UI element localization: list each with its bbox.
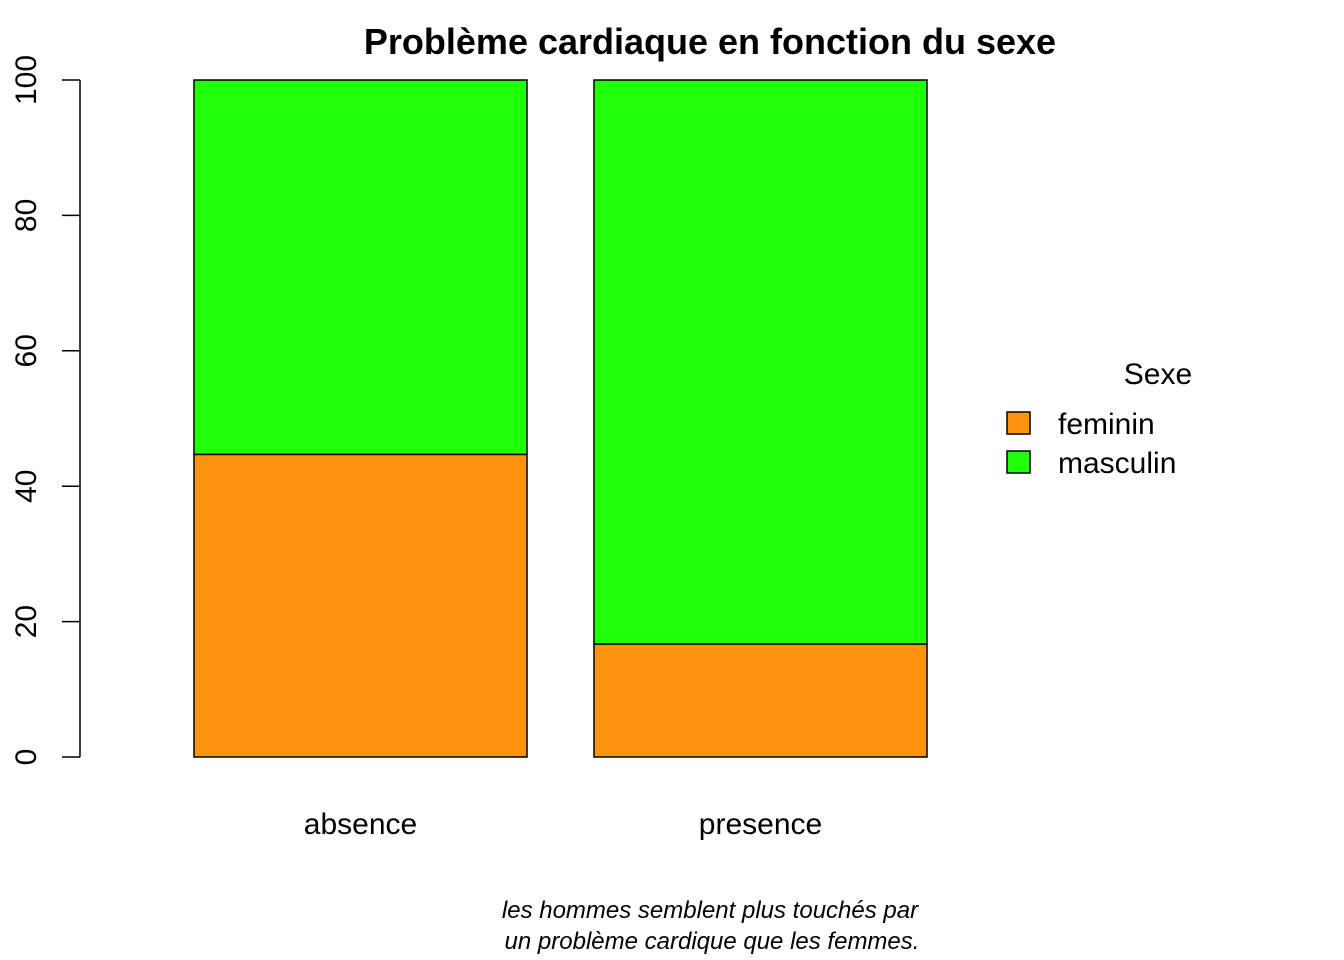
caption-line-1: les hommes semblent plus touchés par: [502, 897, 919, 924]
x-tick-label: presence: [699, 808, 822, 841]
y-tick-label: 60: [10, 334, 43, 367]
y-tick-label: 20: [10, 605, 43, 638]
chart-title: Problème cardiaque en fonction du sexe: [364, 21, 1056, 62]
bar-presence-feminin: [593, 643, 928, 758]
legend-title: Sexe: [1124, 358, 1192, 391]
caption: les hommes semblent plus touchés par un …: [502, 897, 920, 955]
y-tick-label: 100: [10, 55, 43, 105]
category-labels: absence presence: [304, 808, 822, 841]
caption-line-2: un problème cardique que les femmes.: [505, 928, 920, 955]
legend-label-feminin: feminin: [1058, 408, 1155, 441]
legend: Sexe feminin masculin: [1006, 358, 1192, 480]
bars: [193, 79, 928, 758]
legend-label-masculin: masculin: [1058, 447, 1176, 480]
y-tick-label: 80: [10, 199, 43, 232]
y-axis: 0 20 40 60 80 100: [10, 55, 81, 766]
y-tick-label: 40: [10, 470, 43, 503]
x-tick-label: absence: [304, 808, 417, 841]
y-tick-label: 0: [10, 749, 43, 766]
bar-absence-feminin: [193, 453, 528, 758]
bar-presence-masculin: [593, 79, 928, 645]
legend-swatch-masculin: [1006, 450, 1031, 474]
legend-swatch-feminin: [1006, 411, 1031, 435]
bar-absence-masculin: [193, 79, 528, 456]
